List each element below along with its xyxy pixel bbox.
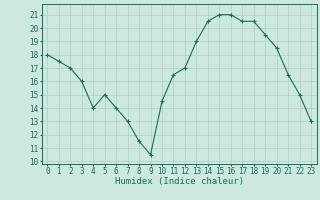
- X-axis label: Humidex (Indice chaleur): Humidex (Indice chaleur): [115, 177, 244, 186]
